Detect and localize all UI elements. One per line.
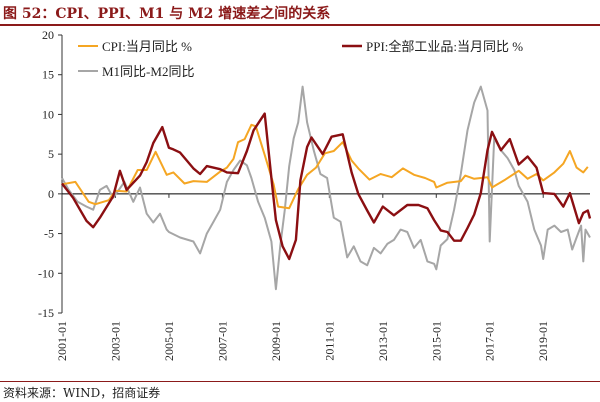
series-line-m1-m2 [61,85,591,291]
x-tick-label: 2017-01 [483,321,497,361]
x-tick-label: 2005-01 [162,321,176,361]
legend-label-cpi: CPI:当月同比 % [102,39,192,54]
figure-title: 图 52：CPI、PPI、M1 与 M2 增速差之间的关系 [3,6,331,22]
y-tick-label: 15 [42,68,54,82]
legend: CPI:当月同比 % PPI:全部工业品:当月同比 % M1同比-M2同比 [78,39,523,79]
x-tick-label: 2015-01 [429,321,443,361]
source-note: 资料来源：WIND，招商证券 [3,386,161,400]
x-tick-label: 2011-01 [322,321,336,361]
series-lines [61,85,592,291]
x-tick-label: 2001-01 [55,321,69,361]
y-tick-label: 0 [48,187,54,201]
y-tick-label: 5 [48,147,54,161]
y-tick-label: 10 [42,107,54,121]
source-rule [0,381,600,382]
legend-label-m1-m2: M1同比-M2同比 [102,64,194,79]
x-tick-label: 2003-01 [108,321,122,361]
legend-label-ppi: PPI:全部工业品:当月同比 % [366,39,523,54]
y-axis: -15 -10 -5 0 5 10 15 20 [38,28,63,320]
series-line-ppi [61,112,592,261]
y-tick-label: 20 [42,28,54,42]
y-tick-label: -5 [44,227,54,241]
x-tick-label: 2007-01 [215,321,229,361]
y-tick-label: -15 [38,306,54,320]
x-tick-label: 2019-01 [536,321,550,361]
x-tick-label: 2013-01 [376,321,390,361]
x-axis: 2001-01 2003-01 2005-01 2007-01 2009-01 2011-… [55,193,590,361]
y-tick-label: -10 [38,266,54,280]
title-rule [0,24,600,26]
x-tick-label: 2009-01 [269,321,283,361]
series-line-cpi [61,123,589,210]
